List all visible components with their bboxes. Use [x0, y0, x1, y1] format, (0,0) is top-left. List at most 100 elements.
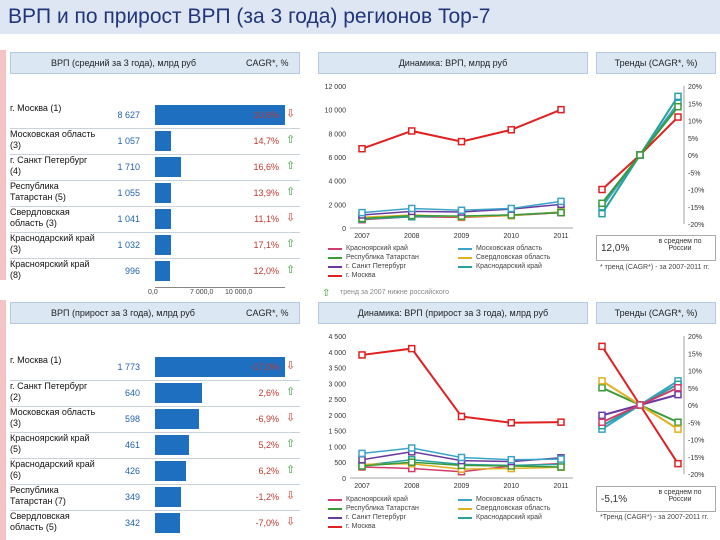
y-tick-label: 3 500 — [328, 366, 346, 373]
value-bar — [155, 357, 285, 377]
legend-item: Краснодарский край — [458, 514, 586, 523]
y-tick-label: 10% — [688, 369, 702, 376]
y-tick-label: 8 000 — [328, 131, 346, 138]
top-trend-header: Тренды (CAGR*, %) — [596, 52, 716, 74]
data-point — [358, 455, 366, 464]
y-tick-label: 15% — [688, 351, 702, 358]
top-trend-title: Тренды (CAGR*, %) — [614, 58, 698, 68]
region-value: 1 032 — [117, 240, 140, 250]
row-divider — [10, 380, 300, 381]
cagr-value: 2,6% — [258, 388, 279, 398]
legend-swatch — [458, 508, 472, 510]
data-point — [358, 449, 366, 458]
region-value: 8 627 — [117, 110, 140, 120]
legend-item: Свердловская область — [458, 505, 586, 514]
y-tick-label: 5% — [688, 136, 698, 143]
value-bar — [155, 131, 171, 151]
region-value: 349 — [124, 492, 140, 502]
top-footer: тренд за 2007 нижне российского — [340, 289, 450, 296]
y-tick-label: -20% — [688, 472, 704, 479]
data-point — [557, 463, 565, 471]
region-label: г. Москва (1) — [10, 103, 62, 113]
region-value: 1 041 — [117, 214, 140, 224]
legend-item: г. Санкт Петербург — [328, 514, 456, 523]
region-label: Московская область (3) — [10, 129, 96, 150]
down-arrow-icon: ⇩ — [286, 360, 296, 372]
y-tick-label: 1 500 — [328, 429, 346, 436]
region-value: 996 — [124, 266, 140, 276]
footer-up-arrow-icon: ⇧ — [322, 288, 331, 299]
row-divider — [10, 154, 300, 155]
y-tick-label: 1 000 — [328, 444, 346, 451]
y-tick-label: -5% — [688, 420, 700, 427]
legend-swatch — [328, 275, 342, 277]
x-tick-label: 2009 — [454, 233, 470, 240]
legend-swatch — [328, 517, 342, 519]
bottom-dynamics-chart: 0 500 1 000 1 500 2 000 2 500 3 000 3 500 4 000 4… — [328, 334, 573, 490]
legend-item: г. Москва — [328, 272, 456, 281]
x-tick-label: 2009 — [454, 483, 470, 490]
value-bar — [155, 435, 189, 455]
row-divider — [10, 232, 300, 233]
trend-point — [674, 113, 682, 121]
up-arrow-icon: ⇧ — [286, 438, 296, 450]
y-tick-label: 15% — [688, 101, 702, 108]
up-arrow-icon: ⇧ — [286, 238, 296, 250]
row-divider — [10, 206, 300, 207]
region-label: Краснодарский край (3) — [10, 233, 95, 254]
region-label: г. Санкт Петербург (2) — [10, 381, 88, 402]
down-arrow-icon: ⇩ — [286, 412, 296, 424]
axis-line — [155, 287, 285, 288]
bottom-trend-header: Тренды (CAGR*, %) — [596, 302, 716, 324]
series-line — [361, 347, 562, 424]
y-tick-label: -15% — [688, 205, 704, 212]
legend-swatch — [328, 248, 342, 250]
legend-label: г. Санкт Петербург — [346, 514, 407, 521]
top-trend-chart: 20% 15% 10% 5% 0% -5% -10% -15% -20% — [598, 84, 704, 229]
bottom-trend-chart: 20% 15% 10% 5% 0% -5% -10% -15% -20% — [598, 334, 704, 479]
bottom-table-header-right: CAGR*, % — [246, 308, 289, 318]
legend-label: г. Москва — [346, 523, 376, 530]
region-value: 640 — [124, 388, 140, 398]
legend-item: Московская область — [458, 496, 586, 505]
trend-point — [674, 102, 682, 111]
row-divider — [10, 180, 300, 181]
region-label: г. Москва (1) — [10, 355, 62, 365]
legend-item: Красноярский край — [328, 245, 456, 254]
data-point — [358, 351, 366, 359]
legend-item: Республика Татарстан — [328, 254, 456, 263]
top-table-header-right: CAGR*, % — [246, 58, 289, 68]
data-point — [358, 462, 366, 470]
y-tick-label: 4 500 — [328, 334, 346, 341]
bottom-note: *Тренд (CAGR*) - за 2007-2011 гг. — [600, 514, 709, 521]
trend-point — [598, 411, 606, 420]
top-avg-box: 12,0% в среднем по России — [596, 235, 716, 261]
legend-label: Красноярский край — [346, 245, 408, 252]
trend-point — [674, 384, 682, 392]
value-bar — [155, 209, 171, 229]
data-point — [507, 419, 515, 427]
data-point — [358, 208, 366, 217]
legend-item: Республика Татарстан — [328, 505, 456, 514]
trend-point — [674, 390, 682, 399]
legend-label: Красноярский край — [346, 496, 408, 503]
region-label: Красноярский край (5) — [10, 433, 90, 454]
y-tick-label: -20% — [688, 222, 704, 229]
legend-label: г. Санкт Петербург — [346, 263, 407, 270]
region-value: 598 — [124, 414, 140, 424]
legend-swatch — [328, 499, 342, 501]
y-tick-label: 0% — [688, 403, 698, 410]
legend-item: г. Москва — [328, 523, 456, 532]
cagr-value: 11,1% — [254, 214, 279, 224]
trend-point — [598, 185, 606, 194]
legend-label: Республика Татарстан — [346, 254, 419, 261]
legend-item: Красноярский край — [328, 496, 456, 505]
row-divider — [10, 432, 300, 433]
cagr-value: 16,6% — [253, 162, 279, 172]
y-tick-label: 20% — [688, 84, 702, 91]
data-point — [557, 208, 565, 217]
data-point — [408, 458, 416, 466]
data-point — [457, 453, 466, 462]
down-arrow-icon: ⇩ — [286, 108, 296, 120]
legend-label: Свердловская область — [476, 254, 551, 261]
